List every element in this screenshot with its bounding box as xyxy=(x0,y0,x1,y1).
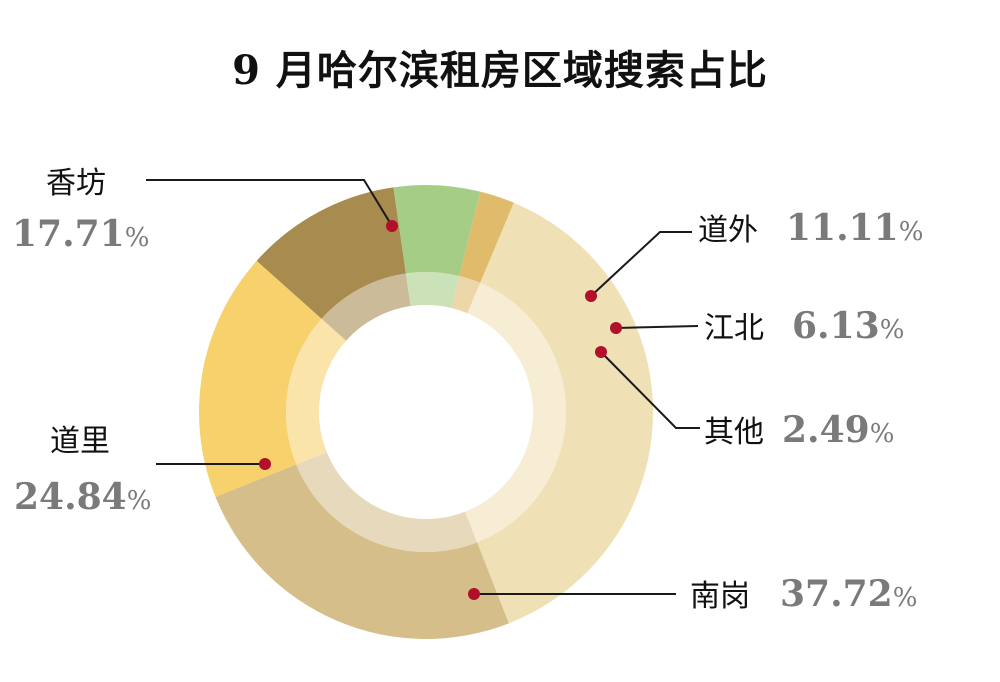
percent-sign-daoli: % xyxy=(127,486,152,516)
leader-lines-group xyxy=(146,179,700,600)
leader-line-daowai xyxy=(590,231,692,297)
slice-inner-xiangfang xyxy=(286,318,347,465)
marker-dot-daoli xyxy=(259,458,271,470)
slice-nangang xyxy=(477,202,653,624)
leader-line-qita xyxy=(600,351,700,429)
value-label-xiangfang: 17.71% xyxy=(12,213,149,255)
slices-group xyxy=(198,184,653,639)
slice-qita xyxy=(459,191,514,283)
value-label-jiangbei: 6.13% xyxy=(792,305,904,347)
donut-hole xyxy=(319,305,533,519)
category-label-qita: 其他 xyxy=(704,415,764,450)
category-label-jiangbei: 江北 xyxy=(704,311,764,346)
category-label-daowai: 道外 xyxy=(698,213,758,248)
slice-daoli xyxy=(215,464,509,639)
chart-title: 9 月哈尔滨租房区域搜索占比 xyxy=(232,47,768,94)
value-label-daowai: 11.11% xyxy=(786,207,923,249)
value-label-daoli: 24.84% xyxy=(14,476,151,518)
leader-line-jiangbei xyxy=(615,325,699,329)
value-label-nangang: 37.72% xyxy=(780,573,917,615)
marker-dot-xiangfang xyxy=(386,220,398,232)
marker-dot-jiangbei xyxy=(610,322,622,334)
leader-line-xiangfang xyxy=(146,179,393,227)
slice-inner-qita xyxy=(451,276,481,314)
percent-sign-nangang: % xyxy=(893,583,918,613)
category-label-nangang: 南岗 xyxy=(690,579,750,614)
slice-inner-nangang xyxy=(465,282,566,543)
category-label-daoli: 道里 xyxy=(50,424,110,459)
slice-xiangfang xyxy=(198,260,322,498)
category-label-xiangfang: 香坊 xyxy=(46,166,106,201)
slice-daowai xyxy=(256,187,406,319)
slice-inner-daowai xyxy=(321,273,411,341)
inner-ring-group xyxy=(285,271,566,552)
marker-dot-daowai xyxy=(585,290,597,302)
value-label-qita: 2.49% xyxy=(782,409,894,451)
marker-dot-qita xyxy=(595,346,607,358)
slice-inner-jiangbei xyxy=(405,271,460,309)
percent-sign-qita: % xyxy=(870,419,895,449)
slice-inner-daoli xyxy=(296,452,478,552)
marker-dot-nangang xyxy=(468,588,480,600)
percent-sign-jiangbei: % xyxy=(880,315,905,345)
percent-sign-xiangfang: % xyxy=(125,223,150,253)
percent-sign-daowai: % xyxy=(899,217,924,247)
slice-jiangbei xyxy=(393,184,481,277)
